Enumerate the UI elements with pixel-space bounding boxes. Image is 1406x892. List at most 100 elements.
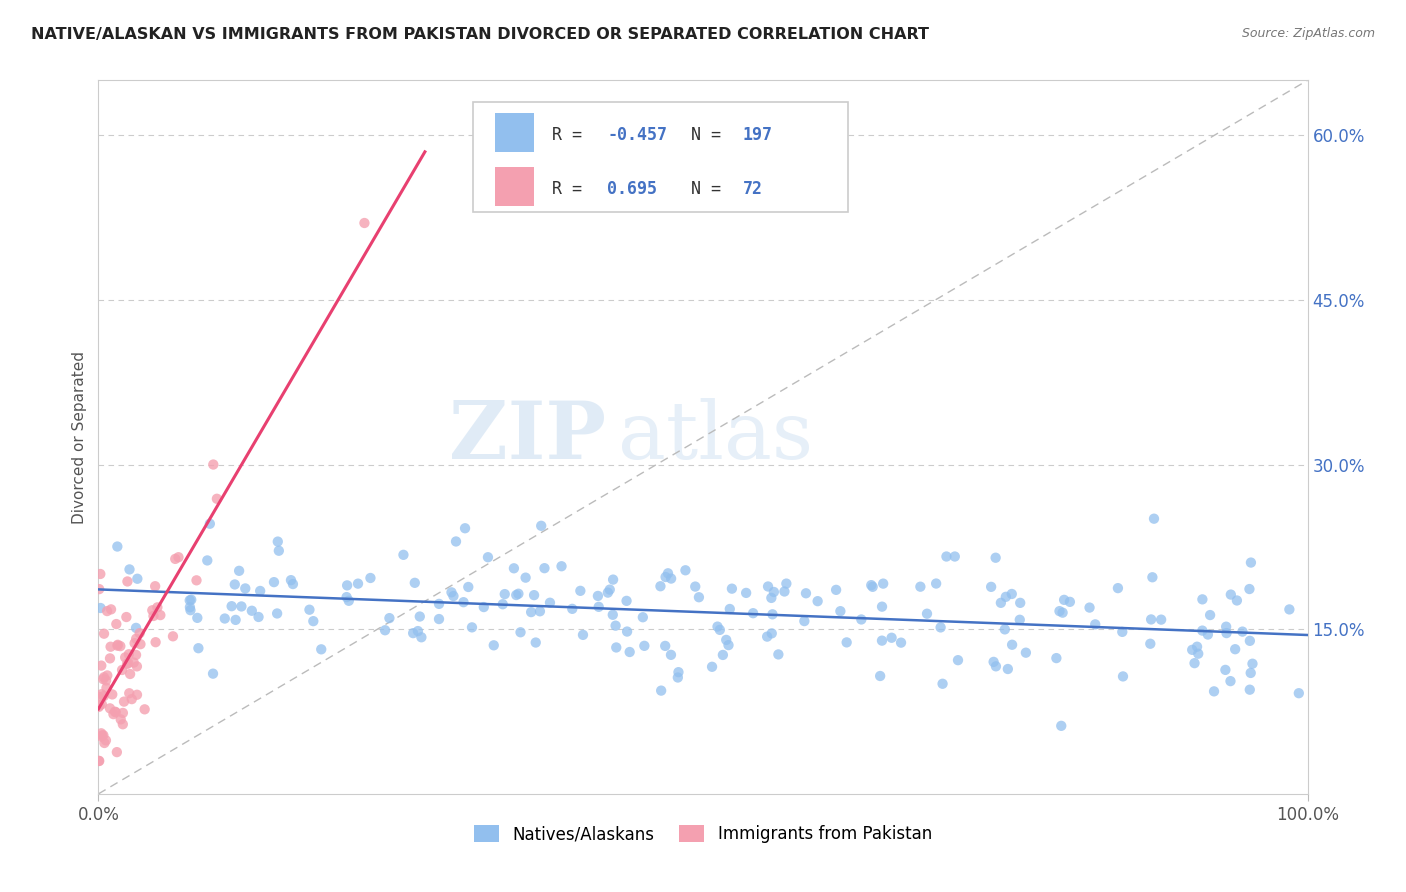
Point xyxy=(1015,646,1038,660)
Point xyxy=(125,621,148,635)
Point xyxy=(872,576,894,591)
Point xyxy=(659,572,682,586)
Point xyxy=(768,648,790,662)
Point xyxy=(735,586,758,600)
Point xyxy=(120,667,142,681)
Point xyxy=(336,578,359,592)
Point xyxy=(281,577,304,591)
Point xyxy=(129,637,152,651)
Point xyxy=(443,589,465,603)
Point xyxy=(111,717,134,731)
Point xyxy=(946,653,969,667)
Point xyxy=(90,730,112,744)
Point xyxy=(1215,626,1237,640)
Point xyxy=(115,610,138,624)
Point xyxy=(186,574,208,588)
Point xyxy=(1142,570,1164,584)
Point xyxy=(1239,633,1261,648)
Point xyxy=(1226,593,1249,607)
Point xyxy=(851,612,873,626)
Point xyxy=(202,458,225,472)
Point xyxy=(374,624,396,638)
Point xyxy=(761,626,783,640)
Point xyxy=(127,572,149,586)
Point xyxy=(359,571,381,585)
Point xyxy=(1184,656,1206,670)
Point xyxy=(457,580,479,594)
Point xyxy=(90,726,112,740)
Point xyxy=(1181,643,1204,657)
Bar xyxy=(495,167,534,206)
Point xyxy=(263,575,285,590)
Point xyxy=(633,639,655,653)
Point xyxy=(214,611,236,625)
Point xyxy=(1240,665,1263,680)
Point xyxy=(427,597,450,611)
Point xyxy=(125,648,148,662)
Point xyxy=(472,600,495,615)
Point xyxy=(461,620,484,634)
Point xyxy=(599,582,621,597)
Point xyxy=(1202,684,1225,698)
Point xyxy=(1059,595,1081,609)
Y-axis label: Divorced or Separated: Divorced or Separated xyxy=(72,351,87,524)
Point xyxy=(569,583,592,598)
Point xyxy=(87,754,110,768)
Point xyxy=(807,594,830,608)
Point xyxy=(347,576,370,591)
Point xyxy=(869,669,891,683)
Point xyxy=(761,607,783,622)
Point xyxy=(890,635,912,649)
Point xyxy=(994,623,1017,637)
Point xyxy=(91,672,114,686)
Point xyxy=(115,657,138,671)
Point xyxy=(1191,592,1213,607)
Point xyxy=(793,614,815,628)
Point xyxy=(118,686,141,700)
Point xyxy=(94,673,117,688)
Point xyxy=(93,736,115,750)
Point xyxy=(503,561,526,575)
Point xyxy=(125,659,148,673)
Point xyxy=(482,638,505,652)
Point xyxy=(118,647,141,661)
Point xyxy=(167,550,190,565)
Point xyxy=(718,602,741,616)
Point xyxy=(298,603,321,617)
Point xyxy=(1052,606,1074,620)
Point xyxy=(561,602,583,616)
Point xyxy=(427,612,450,626)
FancyBboxPatch shape xyxy=(474,102,848,212)
Point xyxy=(492,597,515,611)
Text: NATIVE/ALASKAN VS IMMIGRANTS FROM PAKISTAN DIVORCED OR SEPARATED CORRELATION CHA: NATIVE/ALASKAN VS IMMIGRANTS FROM PAKIST… xyxy=(31,27,929,42)
Point xyxy=(93,689,115,703)
Point xyxy=(870,633,893,648)
Point xyxy=(337,594,360,608)
Point xyxy=(179,603,201,617)
Point xyxy=(1049,604,1071,618)
Point xyxy=(983,655,1005,669)
Point xyxy=(121,692,143,706)
Point xyxy=(146,600,169,615)
Point xyxy=(94,733,117,747)
Point xyxy=(149,608,172,623)
Point xyxy=(1050,719,1073,733)
Point xyxy=(1288,686,1310,700)
Point xyxy=(602,573,624,587)
Point xyxy=(709,623,731,637)
Point xyxy=(267,534,290,549)
Legend: Natives/Alaskans, Immigrants from Pakistan: Natives/Alaskans, Immigrants from Pakist… xyxy=(467,818,939,850)
Point xyxy=(870,599,893,614)
Point xyxy=(96,668,118,682)
Point xyxy=(105,540,128,554)
Point xyxy=(111,663,134,677)
Point xyxy=(402,626,425,640)
Point xyxy=(716,632,738,647)
Point xyxy=(142,609,165,624)
Point xyxy=(98,651,121,665)
Point xyxy=(440,585,463,599)
Point xyxy=(336,590,359,604)
Point xyxy=(87,700,110,714)
Point xyxy=(93,728,115,742)
Point xyxy=(205,491,228,506)
